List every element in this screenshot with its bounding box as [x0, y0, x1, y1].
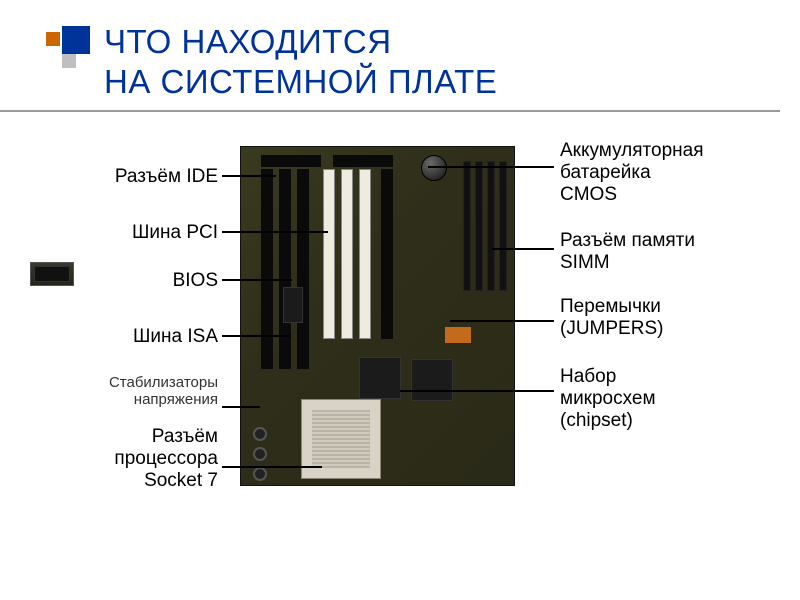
deco-square-orange [46, 32, 60, 46]
title-underline [0, 110, 780, 112]
label-socket: Разъём процессора Socket 7 [114, 426, 218, 492]
label-vreg: Стабилизаторы напряжения [109, 374, 218, 409]
voltage-regulator [253, 427, 267, 441]
pci-slot [359, 169, 371, 339]
label-jumpers: Перемычки (JUMPERS) [560, 296, 663, 340]
title-line-1: ЧТО НАХОДИТСЯ [104, 22, 497, 62]
deco-square-blue [62, 26, 90, 54]
label-isa: Шина ISA [133, 326, 218, 348]
pointer-line [222, 279, 292, 281]
ide-connector [261, 155, 321, 167]
title-line-2: НА СИСТЕМНОЙ ПЛАТЕ [104, 62, 497, 102]
label-pci: Шина PCI [132, 222, 218, 244]
isa-slot [297, 169, 309, 369]
pointer-line [222, 335, 290, 337]
motherboard-image [240, 146, 515, 486]
chipset-chip [411, 359, 453, 401]
pointer-line [400, 390, 554, 392]
pointer-line [492, 248, 554, 250]
simm-slot [475, 161, 483, 291]
slide-title: ЧТО НАХОДИТСЯ НА СИСТЕМНОЙ ПЛАТЕ [104, 22, 497, 103]
label-chipset: Набор микросхем (chipset) [560, 366, 656, 432]
pci-slot [341, 169, 353, 339]
label-battery: Аккумуляторная батарейка CMOS [560, 140, 704, 206]
voltage-regulator [253, 447, 267, 461]
chipset-chip [359, 357, 401, 399]
pointer-line [222, 406, 260, 408]
label-simm: Разъём памяти SIMM [560, 230, 695, 274]
pointer-line [450, 320, 554, 322]
slot [381, 169, 393, 339]
deco-square-grey [62, 54, 76, 68]
corner-decoration [32, 26, 92, 86]
pointer-line [222, 466, 322, 468]
ide-connector [333, 155, 393, 167]
label-ide: Разъём IDE [115, 166, 218, 188]
cmos-battery [421, 155, 447, 181]
isa-slot [261, 169, 273, 369]
pci-slot [323, 169, 335, 339]
pointer-line [428, 166, 554, 168]
simm-slot [463, 161, 471, 291]
isa-slot [279, 169, 291, 369]
bios-chip [283, 287, 303, 323]
bios-chip-icon [30, 262, 74, 286]
simm-slot [487, 161, 495, 291]
pointer-line [222, 175, 276, 177]
diagram-area: Разъём IDE Шина PCI BIOS Шина ISA Стабил… [0, 130, 800, 600]
jumpers-block [445, 327, 471, 343]
pointer-line [222, 231, 328, 233]
simm-slot [499, 161, 507, 291]
label-bios: BIOS [173, 270, 218, 292]
voltage-regulator [253, 467, 267, 481]
